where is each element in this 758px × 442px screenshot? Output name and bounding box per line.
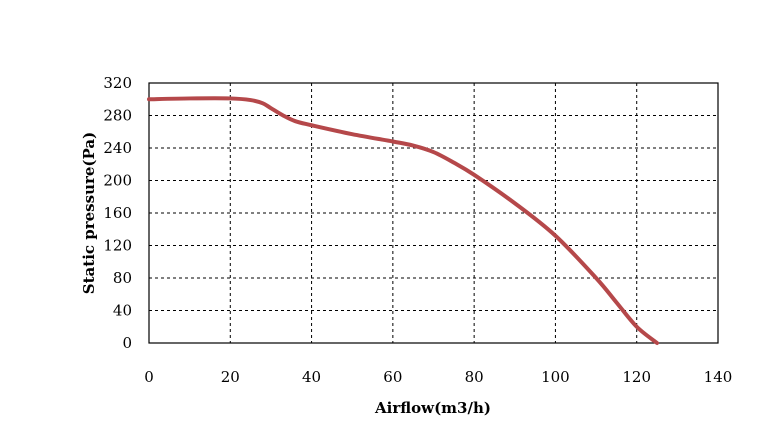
x-tick-label: 40	[302, 368, 321, 386]
x-tick-label: 100	[541, 368, 570, 386]
y-tick-labels: 0 40 80 120 160 200 240 280 320	[103, 74, 132, 352]
series-layer	[147, 96, 660, 345]
y-axis-title: Static pressure(Pa)	[80, 132, 98, 294]
y-tick-label: 200	[103, 172, 132, 190]
x-tick-label: 140	[704, 368, 733, 386]
y-tick-label: 320	[103, 74, 132, 92]
grid-lines	[149, 83, 718, 343]
x-axis-title: Airflow(m3/h)	[374, 399, 491, 417]
y-tick-label: 80	[113, 269, 132, 287]
pressure-curve-line	[147, 96, 660, 345]
x-tick-label: 20	[221, 368, 240, 386]
x-tick-label: 0	[144, 368, 154, 386]
x-tick-labels: 0 20 40 60 80 100 120 140	[144, 368, 732, 386]
plot-frame	[148, 82, 719, 344]
y-tick-label: 280	[103, 107, 132, 125]
y-tick-label: 40	[113, 302, 132, 320]
x-tick-label: 80	[465, 368, 484, 386]
y-tick-label: 160	[103, 204, 132, 222]
y-tick-label: 0	[122, 334, 132, 352]
y-tick-label: 240	[103, 139, 132, 157]
x-tick-label: 60	[383, 368, 402, 386]
y-tick-label: 120	[103, 237, 132, 255]
x-tick-label: 120	[622, 368, 651, 386]
